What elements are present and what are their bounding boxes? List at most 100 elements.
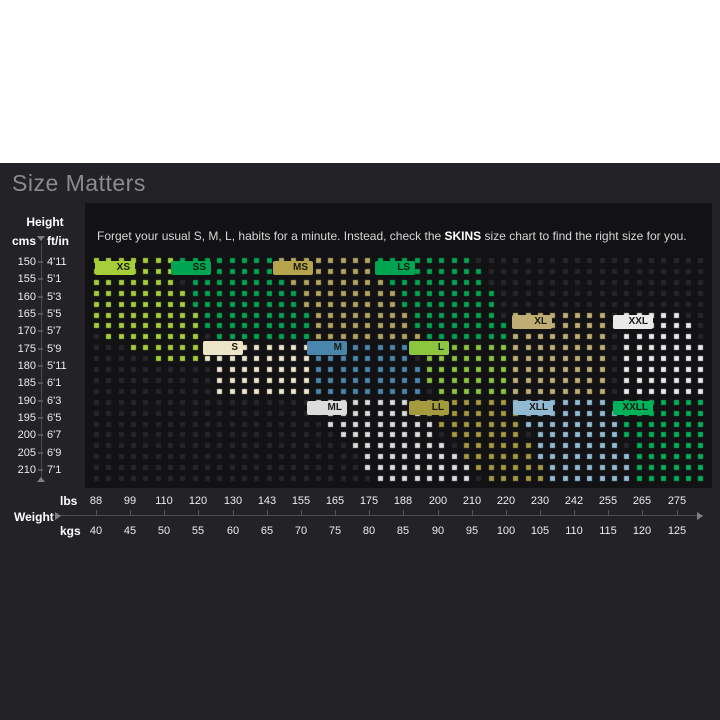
size-pill-xxl: XXL [613,315,653,329]
height-cms-value: 190 [17,394,36,407]
height-axis-header: Height [26,215,64,229]
weight-kgs-value: 105 [530,525,550,537]
weight-axis-tick [335,510,336,516]
height-axis-arrow-bottom-icon [37,477,45,482]
size-pill-xs: XS [95,261,135,275]
height-ftin-value: 6'1 [47,377,62,390]
height-axis-tick [38,399,43,402]
height-cms-value: 185 [17,377,36,390]
weight-axis-line [58,515,703,516]
height-ftin-value: 6'7 [47,429,62,442]
height-axis-line [41,243,42,481]
height-axis-tick [38,382,43,385]
height-axis-tick [38,330,43,333]
size-pill-xll: XLL [513,401,553,415]
height-ftin-value: 6'3 [47,394,62,407]
weight-lbs-value: 155 [291,495,311,507]
height-axis-tick [38,451,43,454]
weight-axis-tick [403,510,404,516]
height-cms-value: 165 [17,307,36,320]
size-pill-ms: MS [273,261,313,275]
height-cms-value: 195 [17,411,36,424]
weight-lbs-value: 200 [428,495,448,507]
size-pill-ls: LS [375,261,415,275]
height-axis-tick [38,347,43,350]
weight-axis-tick [369,510,370,516]
weight-axis-kgs-header: kgs [60,524,81,538]
height-ftin-value: 5'11 [47,359,67,372]
size-pill-ml: ML [307,401,347,415]
height-ftin-value: 5'7 [47,325,62,338]
weight-lbs-value: 88 [89,495,103,507]
weight-kgs-value: 65 [260,525,274,537]
weight-axis-lbs-header: lbs [60,494,78,508]
height-axis-tick [38,468,43,471]
height-axis-cms-header: cms [11,234,36,248]
size-pill-ss: SS [171,261,211,275]
size-chart-grid [85,203,712,488]
intro-pre: Forget your usual S, M, L, habits for a … [97,229,445,243]
weight-kgs-value: 85 [396,525,410,537]
weight-kgs-value: 100 [496,525,516,537]
weight-kgs-value: 75 [328,525,342,537]
weight-lbs-value: 265 [632,495,652,507]
weight-axis-tick [164,510,165,516]
size-pill-xl: XL [512,315,552,329]
size-pill-xxll: XXLL [613,401,653,415]
intro-text: Forget your usual S, M, L, habits for a … [97,229,687,243]
weight-lbs-value: 255 [598,495,618,507]
weight-axis-tick [198,510,199,516]
weight-kgs-value: 110 [565,525,583,537]
height-axis-tick [38,312,43,315]
weight-kgs-value: 115 [599,525,617,537]
weight-axis-tick [438,510,439,516]
weight-kgs-value: 80 [362,525,376,537]
weight-lbs-value: 120 [188,495,208,507]
weight-axis-tick [540,510,541,516]
height-axis-tick [38,416,43,419]
weight-lbs-value: 242 [564,495,584,507]
weight-kgs-value: 95 [465,525,479,537]
height-cms-value: 210 [17,463,36,476]
height-ftin-value: 5'9 [47,342,62,355]
height-axis-tick [38,278,43,281]
weight-axis-arrow-left-icon [55,512,61,520]
size-pill-l: L [409,341,449,355]
weight-kgs-value: 125 [667,525,687,537]
height-cms-value: 175 [17,342,36,355]
weight-axis-tick [472,510,473,516]
weight-axis-tick [608,510,609,516]
weight-lbs-value: 220 [496,495,516,507]
weight-lbs-value: 275 [667,495,687,507]
weight-lbs-value: 110 [155,495,173,507]
weight-lbs-value: 188 [393,495,413,507]
weight-lbs-value: 99 [123,495,137,507]
brand-name: SKINS [444,229,482,243]
weight-lbs-value: 130 [223,495,243,507]
weight-kgs-value: 40 [89,525,103,537]
weight-lbs-value: 165 [325,495,345,507]
weight-axis-arrow-right-icon [697,512,703,520]
height-cms-value: 180 [17,359,36,372]
height-cms-value: 160 [17,290,36,303]
weight-axis-tick [301,510,302,516]
height-cms-value: 205 [17,446,36,459]
weight-lbs-value: 175 [359,495,379,507]
height-ftin-value: 6'9 [47,446,62,459]
height-axis-tick [38,261,43,263]
weight-axis-tick [233,510,234,516]
weight-kgs-value: 120 [632,525,652,537]
page-title: Size Matters [12,170,146,196]
height-axis-arrow-top-icon [37,236,45,241]
height-axis-ftin-header: ft/in [47,234,69,248]
weight-kgs-value: 50 [157,525,171,537]
size-pill-m: M [307,341,347,355]
weight-lbs-value: 143 [257,495,277,507]
size-pill-s: S [203,341,243,355]
weight-axis-label: Weight [14,510,54,524]
height-axis-tick [38,364,43,367]
height-ftin-value: 5'3 [47,290,62,303]
weight-kgs-value: 45 [123,525,137,537]
weight-axis-tick [677,510,678,516]
